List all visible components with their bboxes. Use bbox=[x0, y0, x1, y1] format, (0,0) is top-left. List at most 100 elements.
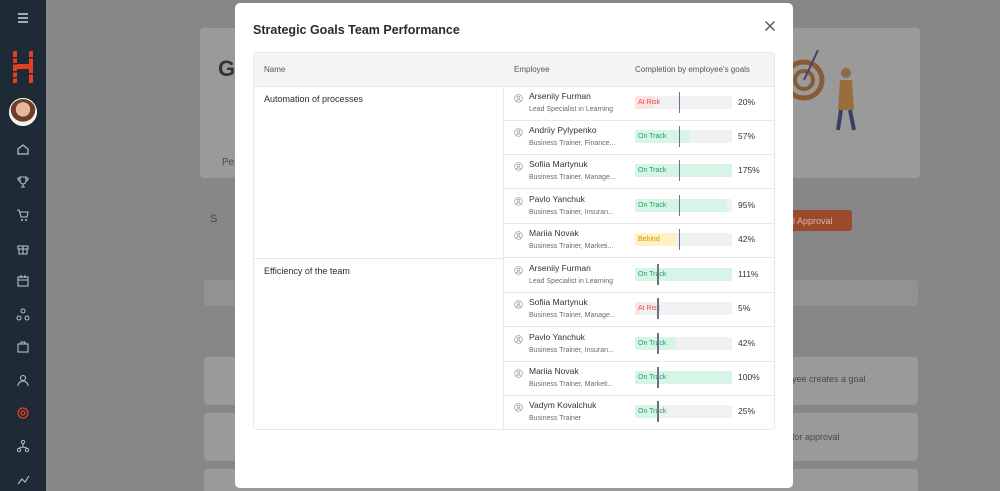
completion-percent: 175% bbox=[738, 165, 760, 175]
table-row[interactable]: Sofiia Martynuk Business Trainer, Manage… bbox=[504, 293, 774, 327]
completion-percent: 95% bbox=[738, 200, 756, 210]
employee-name: Pavlo Yanchuk bbox=[529, 332, 585, 342]
employee-role: Lead Specialist in Learning bbox=[529, 278, 614, 285]
app-logo bbox=[11, 51, 35, 83]
completion-bar-fill bbox=[635, 130, 691, 143]
gift-icon[interactable] bbox=[0, 236, 46, 260]
status-badge: On Track bbox=[638, 202, 667, 209]
status-badge: On Track bbox=[638, 167, 667, 174]
close-icon[interactable] bbox=[762, 18, 778, 34]
completion-bar: At Risk bbox=[635, 92, 732, 113]
employee-role: Business Trainer, Finance... bbox=[529, 140, 616, 147]
user-icon[interactable] bbox=[0, 368, 46, 392]
completion-bar-fill bbox=[635, 199, 728, 212]
completion-bar-fill bbox=[635, 371, 732, 384]
target-marker bbox=[657, 333, 659, 354]
completion-bar: On Track bbox=[635, 401, 732, 422]
background-search: S bbox=[210, 213, 218, 225]
employee-role: Business Trainer, Marketi... bbox=[529, 381, 614, 388]
completion-bar-fill bbox=[635, 96, 655, 109]
target-marker bbox=[657, 367, 659, 388]
table-row[interactable]: Mariia Novak Business Trainer, Marketi..… bbox=[504, 362, 774, 396]
employee-name: Mariia Novak bbox=[529, 228, 579, 238]
table-row[interactable]: Vadym Kovalchuk Business Trainer On Trac… bbox=[504, 396, 774, 429]
status-badge: On Track bbox=[638, 374, 667, 381]
chart-icon[interactable] bbox=[0, 467, 46, 491]
user-icon bbox=[514, 128, 523, 137]
user-icon bbox=[514, 335, 523, 344]
cart-icon[interactable] bbox=[0, 203, 46, 227]
trophy-icon[interactable] bbox=[0, 170, 46, 194]
table-row[interactable]: Andriiy Pylypenko Business Trainer, Fina… bbox=[504, 121, 774, 155]
employee-role: Business Trainer, Insuran... bbox=[529, 209, 614, 216]
target-marker bbox=[678, 126, 681, 147]
status-badge: On Track bbox=[638, 133, 667, 140]
user-icon bbox=[514, 266, 523, 275]
background-tab: Per bbox=[222, 157, 238, 168]
completion-percent: 111% bbox=[738, 269, 759, 279]
user-icon bbox=[514, 369, 523, 378]
home-icon[interactable] bbox=[0, 137, 46, 161]
target-marker bbox=[678, 195, 681, 216]
completion-bar-fill bbox=[635, 268, 732, 281]
completion-bar-fill bbox=[635, 233, 676, 246]
user-icon bbox=[514, 162, 523, 171]
employee-name: Andriiy Pylypenko bbox=[529, 125, 597, 135]
completion-percent: 20% bbox=[738, 97, 756, 107]
goal-cell: Automation of processes bbox=[254, 87, 504, 259]
table-row[interactable]: Pavlo Yanchuk Business Trainer, Insuran.… bbox=[504, 190, 774, 224]
table-header: Name Employee Completion by employee's g… bbox=[254, 53, 774, 87]
completion-bar: On Track bbox=[635, 160, 732, 181]
table-row[interactable]: Sofiia Martynuk Business Trainer, Manage… bbox=[504, 155, 774, 189]
network-icon[interactable] bbox=[0, 302, 46, 326]
table-row[interactable]: Mariia Novak Business Trainer, Marketi..… bbox=[504, 224, 774, 258]
completion-bar-fill bbox=[635, 337, 676, 350]
goal-name: Automation of processes bbox=[264, 94, 364, 104]
performance-table: Name Employee Completion by employee's g… bbox=[253, 52, 775, 430]
column-header-employee: Employee bbox=[514, 65, 550, 74]
user-icon bbox=[514, 403, 523, 412]
employee-name: Vadym Kovalchuk bbox=[529, 400, 597, 410]
avatar[interactable] bbox=[9, 98, 37, 126]
menu-icon[interactable] bbox=[0, 6, 46, 30]
completion-percent: 25% bbox=[738, 406, 756, 416]
table-row[interactable]: Pavlo Yanchuk Business Trainer, Insuran.… bbox=[504, 328, 774, 362]
employee-name: Arseniiy Furman bbox=[529, 263, 591, 273]
org-chart-icon[interactable] bbox=[0, 434, 46, 458]
background-row-text: for approval bbox=[792, 432, 840, 442]
target-marker bbox=[657, 401, 659, 422]
status-badge: On Track bbox=[638, 271, 667, 278]
completion-percent: 5% bbox=[738, 303, 751, 313]
target-marker bbox=[657, 298, 659, 319]
completion-percent: 42% bbox=[738, 234, 756, 244]
target-marker bbox=[678, 92, 681, 113]
briefcase-icon[interactable] bbox=[0, 335, 46, 359]
employee-name: Sofiia Martynuk bbox=[529, 159, 588, 169]
completion-bar: Behind bbox=[635, 229, 732, 250]
employee-name: Sofiia Martynuk bbox=[529, 297, 588, 307]
goal-cell: Efficiency of the team bbox=[254, 259, 504, 429]
employee-role: Business Trainer bbox=[529, 415, 582, 422]
employee-role: Business Trainer, Marketi... bbox=[529, 243, 614, 250]
goal-illustration bbox=[784, 49, 856, 131]
table-row[interactable]: Arseniiy Furman Lead Specialist in Learn… bbox=[504, 259, 774, 293]
completion-bar-fill bbox=[635, 405, 660, 418]
target-marker bbox=[678, 229, 681, 250]
target-icon[interactable] bbox=[0, 401, 46, 425]
status-badge: Behind bbox=[638, 236, 660, 243]
completion-bar: On Track bbox=[635, 195, 732, 216]
user-icon bbox=[514, 231, 523, 240]
completion-percent: 100% bbox=[738, 372, 760, 382]
target-marker bbox=[657, 264, 659, 285]
calendar-icon[interactable] bbox=[0, 269, 46, 293]
employee-role: Business Trainer, Manage... bbox=[529, 174, 616, 181]
employee-role: Business Trainer, Manage... bbox=[529, 312, 616, 319]
status-badge: At Risk bbox=[638, 305, 661, 312]
column-header-completion: Completion by employee's goals bbox=[635, 65, 750, 74]
table-row[interactable]: Arseniiy Furman Lead Specialist in Learn… bbox=[504, 87, 774, 121]
team-performance-modal: Strategic Goals Team Performance Name Em… bbox=[235, 3, 793, 488]
completion-bar: On Track bbox=[635, 333, 732, 354]
completion-percent: 57% bbox=[738, 131, 756, 141]
completion-bar: On Track bbox=[635, 367, 732, 388]
user-icon bbox=[514, 197, 523, 206]
